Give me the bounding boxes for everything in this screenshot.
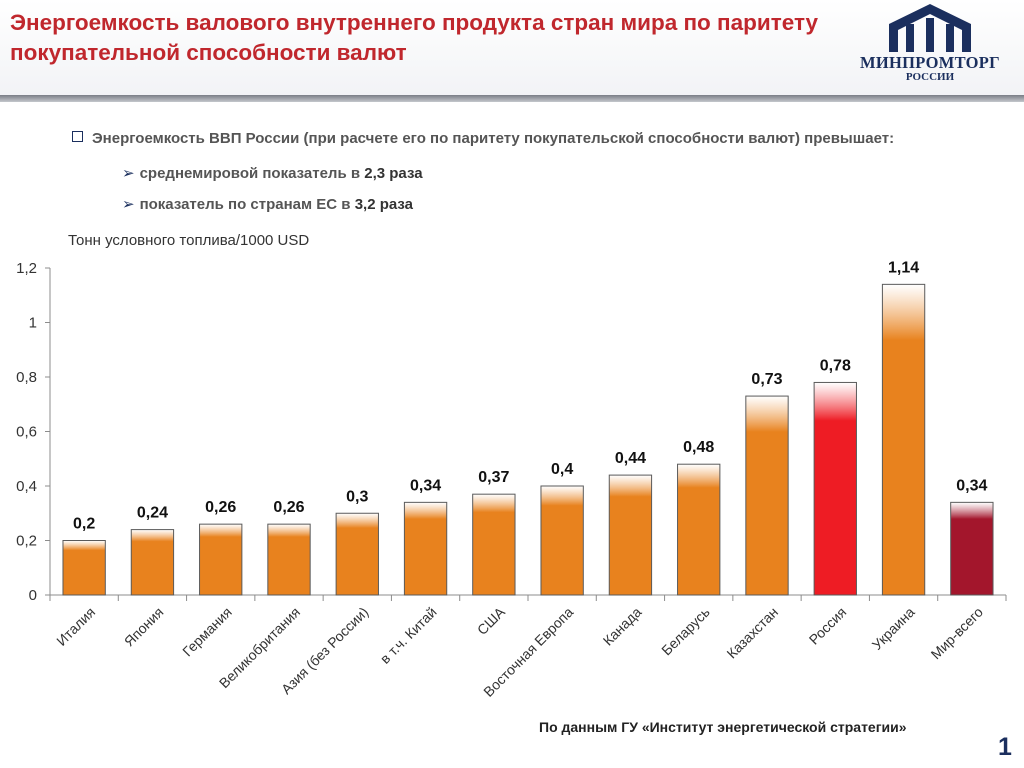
bar-value-label: 0,34 <box>410 477 441 494</box>
bar-value-label: 0,34 <box>956 477 987 494</box>
bar-value-label: 0,4 <box>551 461 573 478</box>
arrow-bullet-icon: ➢ <box>122 196 135 213</box>
x-category-label: Италия <box>53 604 98 649</box>
y-tick-label: 0,4 <box>16 478 37 495</box>
bar-14 <box>950 501 994 596</box>
x-category-label: Украина <box>869 604 918 653</box>
building-columns-icon <box>889 4 971 52</box>
x-category-label: США <box>474 603 509 638</box>
bar-5 <box>335 512 379 596</box>
bar-3 <box>199 523 243 596</box>
y-tick-label: 0,6 <box>16 424 37 441</box>
bar-chart: 0 0,2 0,4 0,6 0,8 1 1,2 0,2 Италия 0,24 Япония 0,26… <box>16 259 1007 700</box>
bar-2 <box>130 529 175 596</box>
bar-value-label: 0,78 <box>820 357 851 374</box>
sub-bullet-world: ➢ среднемировой показатель в 2,3 раза <box>122 164 423 182</box>
bar-value-label: 0,3 <box>346 488 368 505</box>
bar-8 <box>540 485 584 596</box>
checkbox-bullet-icon <box>72 131 83 142</box>
y-tick-label: 1 <box>29 315 37 332</box>
bar-10 <box>677 463 721 596</box>
x-category-label: Россия <box>806 604 850 648</box>
sub-bullet-text: среднемировой показатель в <box>139 165 365 182</box>
bar-value-label: 0,24 <box>137 505 168 522</box>
header-divider <box>0 95 1024 102</box>
x-category-label: Германия <box>179 604 235 660</box>
bar-value-label: 0,37 <box>478 469 509 486</box>
bar-6 <box>403 501 448 596</box>
y-tick-label: 0 <box>29 587 37 604</box>
bar-1 <box>62 540 106 596</box>
bar-value-label: 0,73 <box>751 371 782 388</box>
y-tick-label: 1,2 <box>16 260 37 277</box>
x-category-label: Мир-всего <box>928 604 987 663</box>
page-number: 1 <box>998 733 1012 761</box>
x-category-label: Беларусь <box>658 604 713 659</box>
ministry-logo: МИНПРОМТОРГ РОССИИ <box>845 0 1015 92</box>
data-source-note: По данным ГУ «Институт энергетической ст… <box>539 719 907 735</box>
slide-title: Энергоемкость валового внутреннего проду… <box>10 10 819 65</box>
logo-text: МИНПРОМТОРГ <box>860 53 1000 72</box>
sub-bullet-text: показатель по странам ЕС в <box>139 196 355 213</box>
sub-bullet-eu: ➢ показатель по странам ЕС в 3,2 раза <box>122 195 413 213</box>
logo-subtext: РОССИИ <box>905 71 955 83</box>
bar-13 <box>881 283 926 596</box>
bar-value-label: 0,26 <box>273 499 304 516</box>
main-bullet: Энергоемкость ВВП России (при расчете ег… <box>72 130 894 147</box>
y-axis-unit-label: Тонн условного топлива/1000 USD <box>68 232 310 249</box>
bar-9 <box>608 474 653 596</box>
bar-value-label: 0,2 <box>73 516 95 533</box>
bar-4 <box>267 523 311 596</box>
bar-value-label: 0,48 <box>683 439 714 456</box>
y-tick-label: 0,8 <box>16 369 37 386</box>
x-category-label: Канада <box>600 604 645 649</box>
bar-7 <box>472 493 516 596</box>
arrow-bullet-icon: ➢ <box>122 165 135 182</box>
sub-bullet-value: 2,3 раза <box>364 165 423 182</box>
bar-value-label: 0,44 <box>615 450 646 467</box>
slide-header <box>0 0 1024 95</box>
main-bullet-text: Энергоемкость ВВП России (при расчете ег… <box>92 130 895 147</box>
sub-bullet-value: 3,2 раза <box>354 196 413 213</box>
x-category-label: Япония <box>121 604 167 650</box>
bar-11 <box>745 395 789 596</box>
bar-value-label: 1,14 <box>888 259 919 276</box>
bar-value-label: 0,26 <box>205 499 236 516</box>
x-category-label: в т.ч. Китай <box>377 604 440 667</box>
x-category-label: Казахстан <box>723 604 781 662</box>
y-tick-label: 0,2 <box>16 533 37 550</box>
bar-12 <box>813 381 857 596</box>
